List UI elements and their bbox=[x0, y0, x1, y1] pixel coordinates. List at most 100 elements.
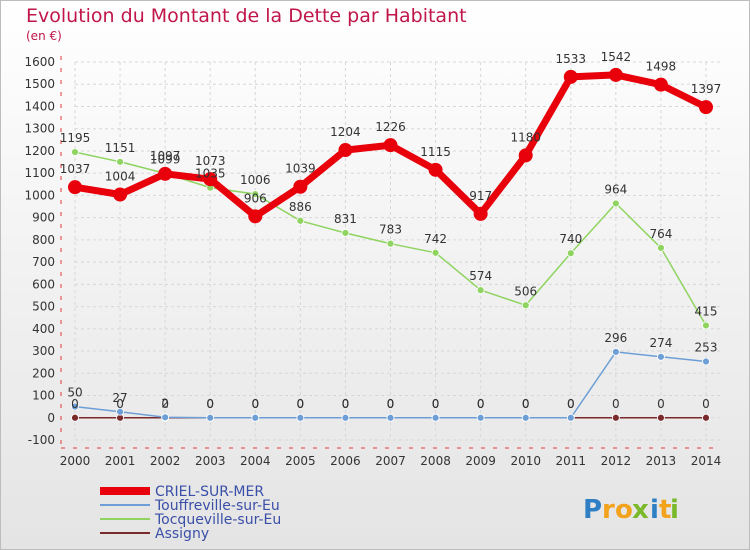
data-point bbox=[71, 413, 79, 422]
x-tick-label: 2006 bbox=[330, 454, 361, 468]
data-label: 1097 bbox=[150, 149, 181, 163]
data-point bbox=[71, 148, 79, 156]
data-label: 0 bbox=[251, 397, 259, 411]
data-label: 917 bbox=[469, 189, 492, 203]
data-label: 0 bbox=[657, 397, 665, 411]
data-point bbox=[431, 248, 440, 257]
y-tick-label: -100 bbox=[28, 433, 55, 447]
y-tick-label: 1300 bbox=[24, 122, 55, 136]
y-tick-label: 1600 bbox=[24, 55, 55, 69]
data-point bbox=[699, 100, 713, 115]
data-label: 740 bbox=[559, 232, 582, 246]
data-point bbox=[608, 67, 623, 82]
data-label: 1397 bbox=[691, 82, 722, 96]
data-point bbox=[71, 402, 79, 411]
data-label: 0 bbox=[251, 397, 259, 411]
data-label: 0 bbox=[206, 397, 214, 411]
legend-label: Tocqueville-sur-Eu bbox=[154, 512, 281, 528]
data-point bbox=[653, 77, 668, 92]
data-label: 0 bbox=[71, 397, 79, 411]
data-label: 0 bbox=[387, 397, 395, 411]
y-tick-label: 800 bbox=[32, 233, 55, 247]
y-tick-label: 0 bbox=[47, 411, 55, 425]
data-label: 764 bbox=[649, 227, 672, 241]
x-tick-label: 2013 bbox=[646, 454, 677, 468]
logo-letter: o bbox=[615, 495, 633, 525]
data-label: 1151 bbox=[105, 141, 136, 155]
data-point bbox=[251, 190, 260, 198]
chart-unit: (en €) bbox=[26, 29, 62, 43]
x-tick-label: 2011 bbox=[556, 454, 587, 468]
data-label: 0 bbox=[522, 397, 530, 411]
logo-letter: i bbox=[650, 495, 659, 525]
data-label: 2 bbox=[161, 396, 169, 410]
x-tick-label: 2003 bbox=[195, 454, 226, 468]
series-group bbox=[68, 67, 713, 422]
axes: -100010020030040050060070080090010001100… bbox=[24, 55, 721, 468]
data-label: 0 bbox=[522, 397, 530, 411]
data-label: 574 bbox=[469, 269, 492, 283]
logo-letter: t bbox=[659, 495, 671, 525]
legend: CRIEL-SUR-MERTouffreville-sur-EuTocquevi… bbox=[100, 484, 281, 542]
legend-label: Assigny bbox=[155, 526, 209, 542]
y-tick-label: 1100 bbox=[24, 166, 55, 180]
data-label: 274 bbox=[649, 336, 672, 350]
x-tick-label: 2005 bbox=[285, 454, 316, 468]
data-label: 0 bbox=[161, 397, 169, 411]
data-point bbox=[293, 179, 308, 194]
data-label: 506 bbox=[514, 284, 537, 298]
data-label: 831 bbox=[334, 212, 357, 226]
y-tick-label: 600 bbox=[32, 277, 55, 291]
y-tick-label: 1400 bbox=[24, 99, 55, 113]
data-point bbox=[476, 286, 485, 295]
y-tick-label: 700 bbox=[32, 255, 55, 269]
data-label: 1039 bbox=[285, 162, 316, 176]
data-label: 0 bbox=[206, 397, 214, 411]
data-label: 0 bbox=[342, 397, 350, 411]
data-label: 1498 bbox=[646, 60, 677, 74]
data-point bbox=[251, 413, 260, 422]
grid bbox=[74, 61, 720, 441]
data-point bbox=[563, 69, 578, 84]
data-point bbox=[657, 243, 665, 252]
data-label: 0 bbox=[432, 397, 440, 411]
data-label: 0 bbox=[432, 397, 440, 411]
data-point bbox=[386, 413, 395, 422]
data-point bbox=[341, 413, 350, 422]
y-tick-label: 300 bbox=[32, 344, 55, 358]
x-tick-label: 2001 bbox=[105, 454, 136, 468]
data-label: 964 bbox=[604, 182, 627, 196]
data-label: 783 bbox=[379, 223, 402, 237]
data-label: 1204 bbox=[330, 125, 361, 139]
data-label: 0 bbox=[297, 397, 305, 411]
data-point bbox=[203, 172, 218, 187]
x-tick-label: 2007 bbox=[375, 454, 406, 468]
data-label: 0 bbox=[387, 397, 395, 411]
data-label: 0 bbox=[116, 397, 124, 411]
x-tick-label: 2008 bbox=[420, 454, 451, 468]
data-label: 742 bbox=[424, 232, 447, 246]
data-label: 415 bbox=[695, 304, 718, 318]
data-point bbox=[518, 148, 533, 163]
data-label: 1180 bbox=[510, 130, 541, 144]
data-point bbox=[428, 162, 443, 177]
x-tick-label: 2000 bbox=[60, 454, 91, 468]
data-point bbox=[657, 352, 665, 361]
data-point bbox=[68, 180, 82, 195]
data-label: 0 bbox=[342, 397, 350, 411]
data-point bbox=[383, 138, 398, 153]
data-point bbox=[386, 239, 395, 248]
data-label: 1226 bbox=[375, 120, 406, 134]
data-label: 253 bbox=[695, 341, 718, 355]
data-point bbox=[566, 413, 575, 422]
y-tick-label: 500 bbox=[32, 300, 55, 314]
y-tick-label: 100 bbox=[32, 389, 55, 403]
data-label: 50 bbox=[67, 386, 82, 400]
x-tick-label: 2010 bbox=[510, 454, 541, 468]
data-point bbox=[116, 407, 124, 416]
data-label: 1195 bbox=[60, 131, 91, 145]
data-point bbox=[521, 301, 530, 310]
data-label: 1073 bbox=[195, 154, 226, 168]
